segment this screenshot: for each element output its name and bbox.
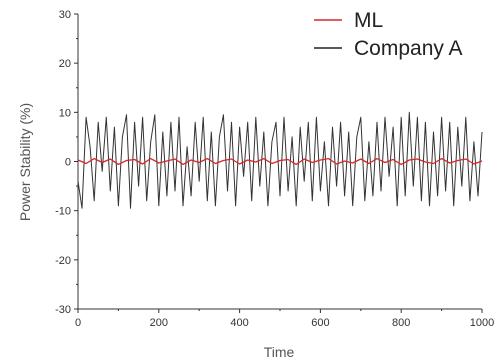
legend: ML Company A: [314, 9, 463, 60]
y-axis-title: Power Stability (%): [17, 103, 33, 221]
y-tick-label: 20: [59, 58, 71, 70]
series-layer: [77, 111, 483, 209]
y-tick-label: -10: [55, 206, 71, 218]
x-tick-label: 200: [150, 317, 168, 329]
x-axis-title: Time: [264, 344, 295, 360]
y-tick-label: 30: [59, 9, 71, 21]
x-tick-label: 1000: [470, 317, 494, 329]
x-tick-label: 400: [230, 317, 248, 329]
y-tick-label: -20: [55, 255, 71, 267]
legend-label-company-a: Company A: [354, 37, 463, 60]
x-tick-label: 600: [311, 317, 329, 329]
x-tick-label: 800: [392, 317, 410, 329]
y-tick-label: 0: [65, 157, 71, 169]
x-ticks: 0 200 400 600 800 1000: [75, 309, 494, 329]
x-tick-label: 0: [75, 317, 81, 329]
y-tick-label: -30: [55, 304, 71, 316]
y-ticks: -30 -20 -10 0 10 20 30: [55, 9, 78, 316]
y-tick-label: 10: [59, 107, 71, 119]
legend-label-ml: ML: [354, 9, 383, 32]
series-line-ml: [77, 157, 483, 166]
series-line-company-a: [77, 111, 483, 209]
